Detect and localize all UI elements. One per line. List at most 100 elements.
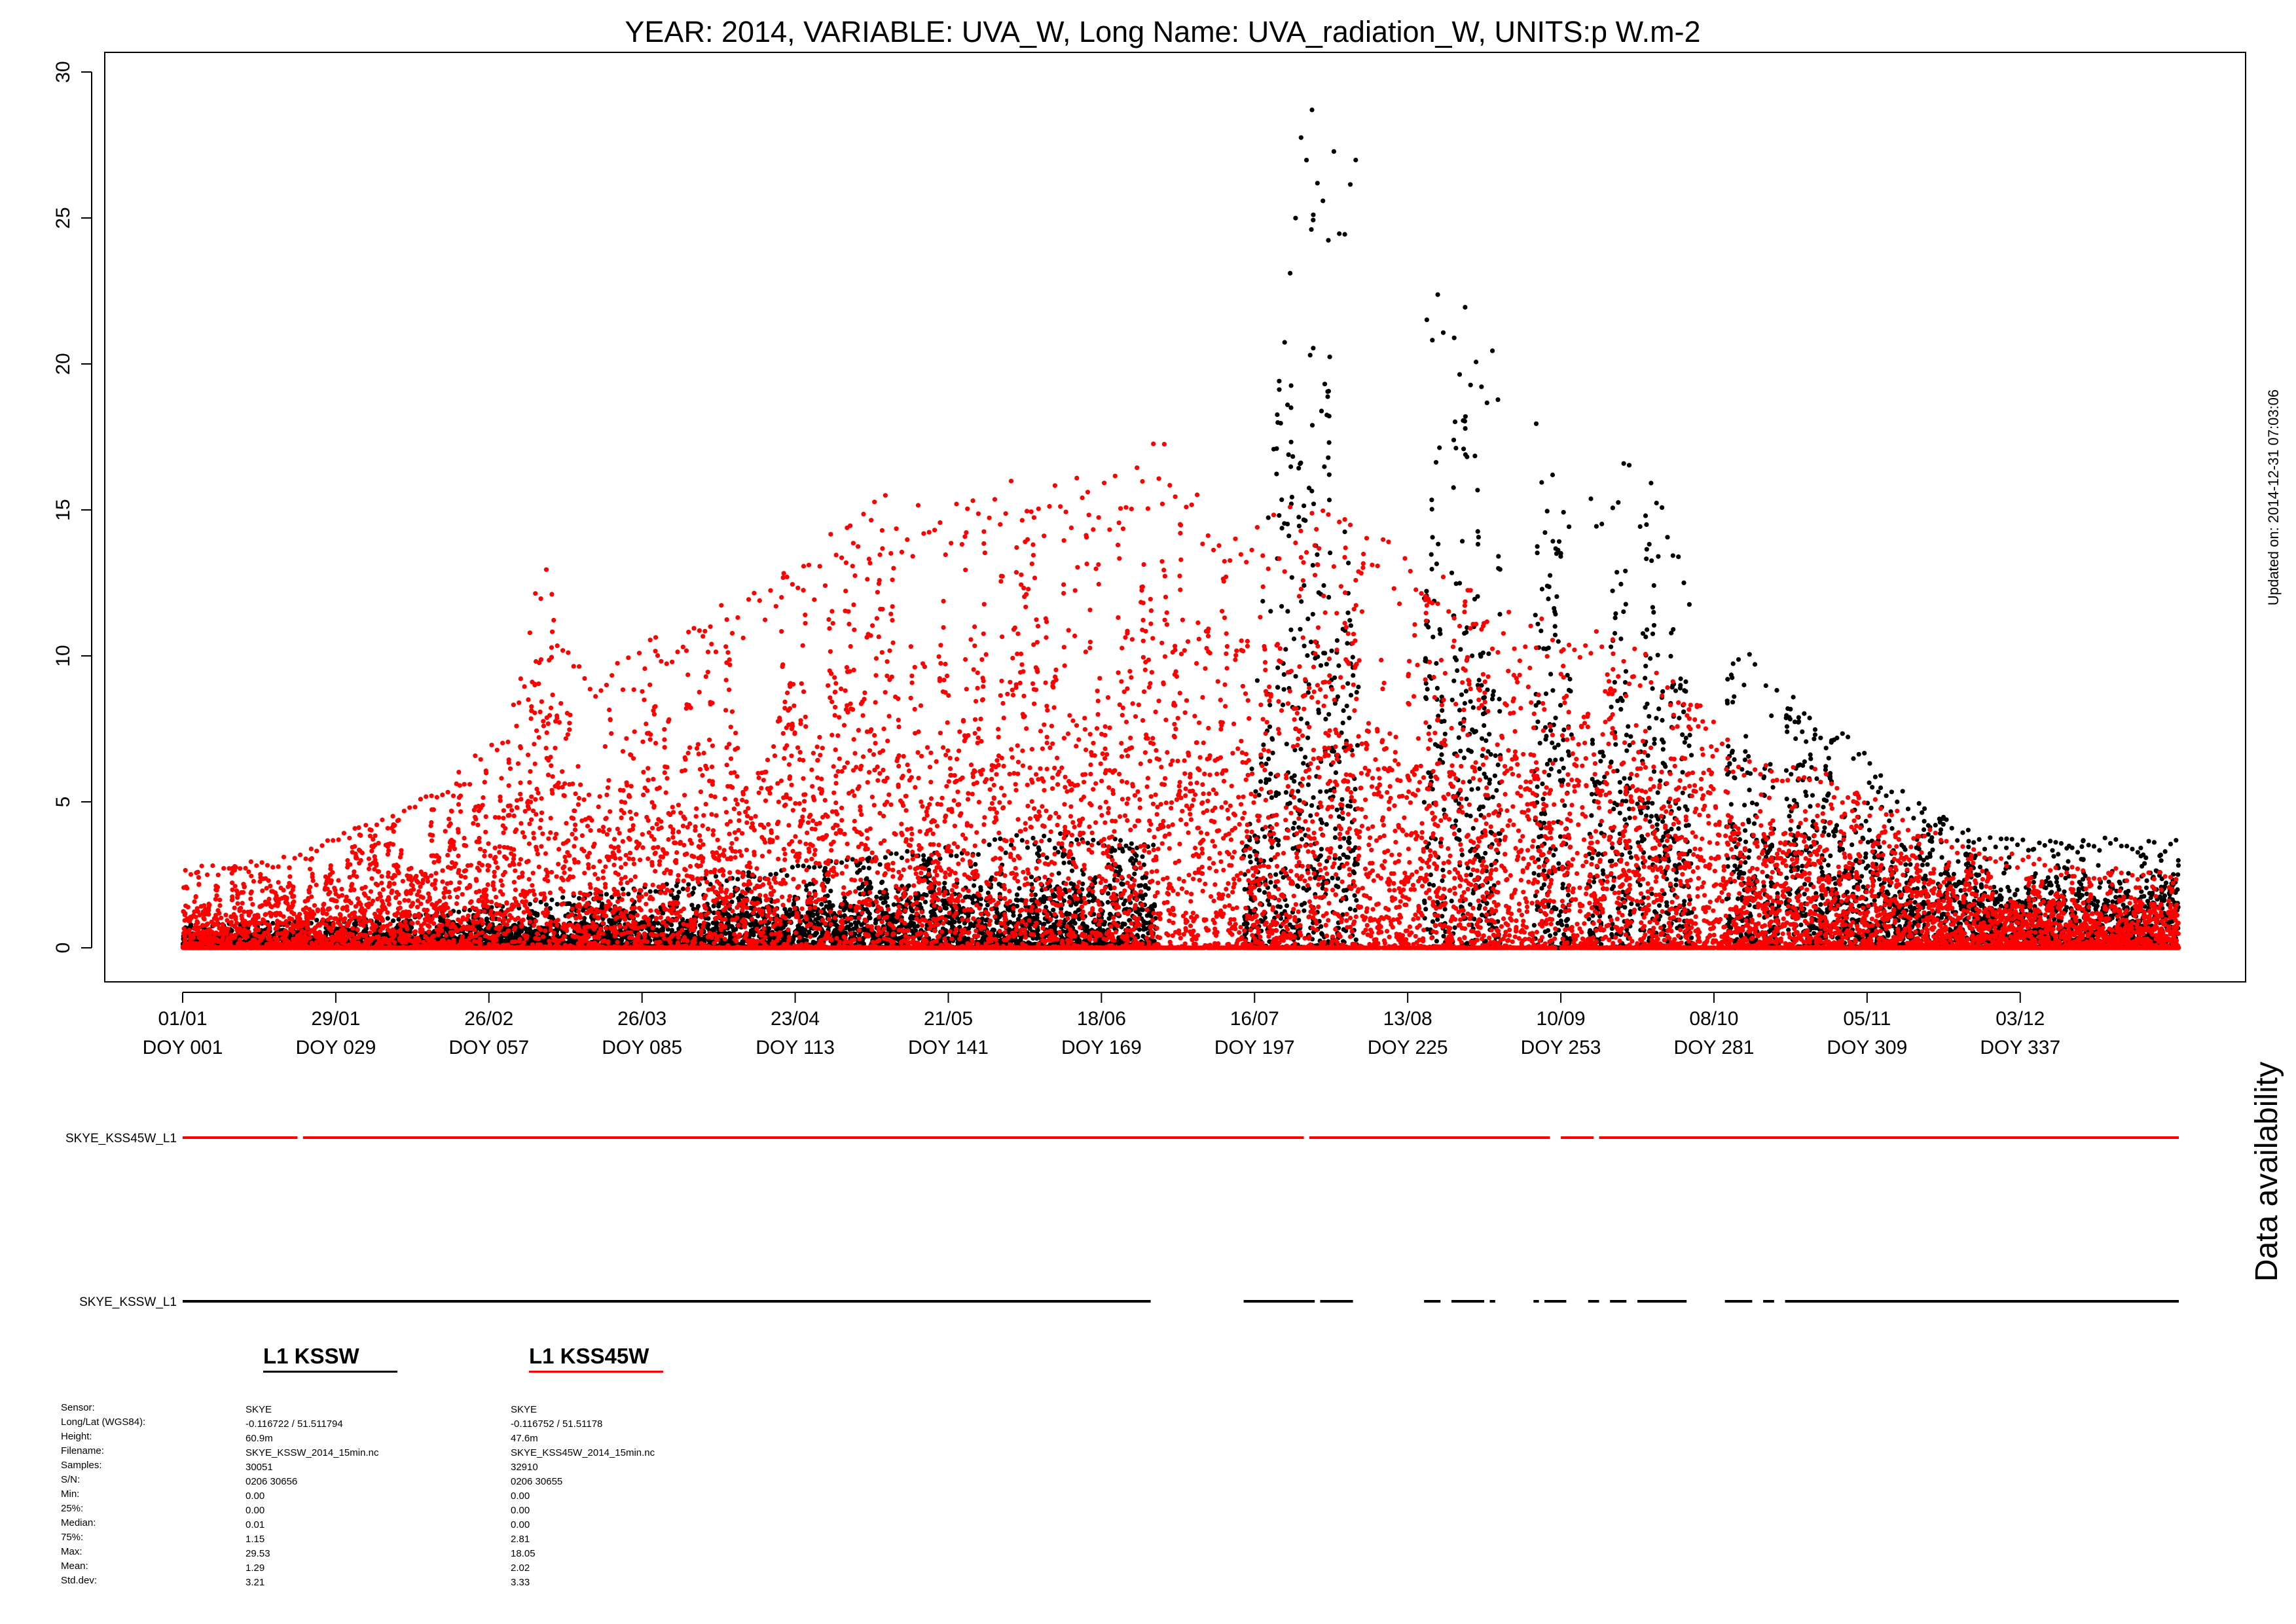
data-point bbox=[855, 870, 860, 875]
data-point-peak bbox=[680, 886, 685, 892]
data-point-peak bbox=[566, 901, 571, 906]
data-point-peak bbox=[527, 901, 533, 907]
data-point bbox=[907, 923, 913, 928]
data-point bbox=[909, 908, 915, 913]
data-point bbox=[942, 905, 947, 911]
data-point-peak bbox=[795, 863, 801, 869]
data-point-peak bbox=[768, 872, 773, 877]
data-point bbox=[864, 907, 869, 912]
data-point-peak bbox=[801, 863, 806, 869]
data-point bbox=[874, 894, 879, 899]
data-point bbox=[733, 927, 738, 932]
data-point bbox=[848, 922, 854, 928]
data-point-peak bbox=[577, 895, 582, 901]
data-point bbox=[710, 920, 716, 926]
data-point-peak bbox=[543, 902, 549, 907]
data-point-peak bbox=[555, 901, 560, 907]
data-point bbox=[925, 861, 930, 867]
data-point-peak bbox=[647, 889, 653, 894]
data-point bbox=[683, 929, 689, 935]
chart-title: YEAR: 2014, VARIABLE: UVA_W, Long Name: … bbox=[625, 15, 1700, 48]
data-point bbox=[921, 853, 926, 858]
data-point bbox=[782, 922, 788, 928]
data-point-peak bbox=[861, 865, 866, 871]
data-point bbox=[908, 916, 913, 921]
data-point bbox=[487, 929, 493, 935]
data-point-peak bbox=[784, 873, 790, 878]
data-point-peak bbox=[456, 909, 462, 914]
data-point-peak bbox=[877, 862, 883, 867]
data-point bbox=[881, 900, 886, 905]
data-point bbox=[711, 903, 716, 909]
data-point bbox=[475, 924, 481, 929]
data-point-peak bbox=[822, 865, 828, 871]
data-point bbox=[865, 857, 870, 862]
data-point-peak bbox=[549, 897, 555, 903]
data-point-peak bbox=[560, 895, 566, 900]
data-point-peak bbox=[713, 874, 719, 879]
data-point bbox=[353, 922, 359, 927]
data-point bbox=[826, 877, 831, 882]
data-point bbox=[804, 887, 809, 893]
data-point bbox=[883, 895, 888, 901]
data-point bbox=[675, 894, 680, 899]
data-point bbox=[676, 890, 682, 895]
data-point bbox=[517, 928, 522, 933]
data-point bbox=[924, 893, 929, 898]
data-point bbox=[867, 911, 872, 916]
data-point-peak bbox=[894, 851, 899, 856]
data-point bbox=[859, 922, 864, 928]
data-point bbox=[917, 936, 922, 941]
data-point bbox=[813, 930, 818, 935]
data-point-peak bbox=[812, 865, 817, 870]
data-point bbox=[906, 883, 911, 888]
data-point bbox=[729, 924, 735, 929]
data-point-peak bbox=[839, 860, 845, 865]
data-point-peak bbox=[691, 886, 697, 891]
data-point-peak bbox=[905, 849, 910, 854]
data-point bbox=[922, 899, 928, 905]
data-point-peak bbox=[270, 920, 276, 926]
data-point-peak bbox=[626, 892, 631, 897]
data-points bbox=[180, 107, 2181, 950]
data-point bbox=[619, 937, 625, 943]
data-point-peak bbox=[686, 882, 691, 887]
data-point bbox=[915, 924, 920, 929]
data-point bbox=[669, 922, 674, 928]
data-point bbox=[942, 880, 947, 886]
data-point bbox=[444, 926, 449, 931]
data-point-peak bbox=[773, 871, 778, 876]
data-point-peak bbox=[735, 876, 740, 882]
data-point bbox=[828, 888, 833, 893]
data-point bbox=[815, 920, 820, 926]
data-point bbox=[723, 931, 729, 936]
data-point bbox=[827, 903, 832, 909]
data-point bbox=[867, 915, 873, 921]
data-point bbox=[930, 909, 935, 914]
data-point bbox=[705, 925, 710, 930]
data-point-peak bbox=[314, 918, 319, 923]
data-point-peak bbox=[866, 865, 871, 871]
data-point bbox=[950, 924, 955, 929]
data-point bbox=[879, 880, 884, 886]
data-point bbox=[819, 901, 824, 907]
data-point-peak bbox=[883, 855, 888, 860]
data-point bbox=[868, 885, 873, 890]
data-point bbox=[810, 913, 816, 918]
data-point-peak bbox=[385, 916, 390, 921]
data-point-peak bbox=[899, 855, 905, 861]
data-point-peak bbox=[620, 886, 626, 892]
data-point-peak bbox=[954, 854, 959, 859]
data-point bbox=[229, 928, 234, 933]
data-point bbox=[891, 902, 896, 907]
data-point bbox=[534, 912, 539, 918]
data-point bbox=[767, 926, 772, 931]
data-point-peak bbox=[188, 922, 194, 928]
data-point bbox=[745, 914, 750, 919]
plot-frame bbox=[104, 52, 2246, 983]
data-point bbox=[581, 919, 587, 924]
data-point bbox=[744, 886, 750, 892]
data-point bbox=[690, 890, 695, 895]
data-point-peak bbox=[604, 892, 610, 897]
